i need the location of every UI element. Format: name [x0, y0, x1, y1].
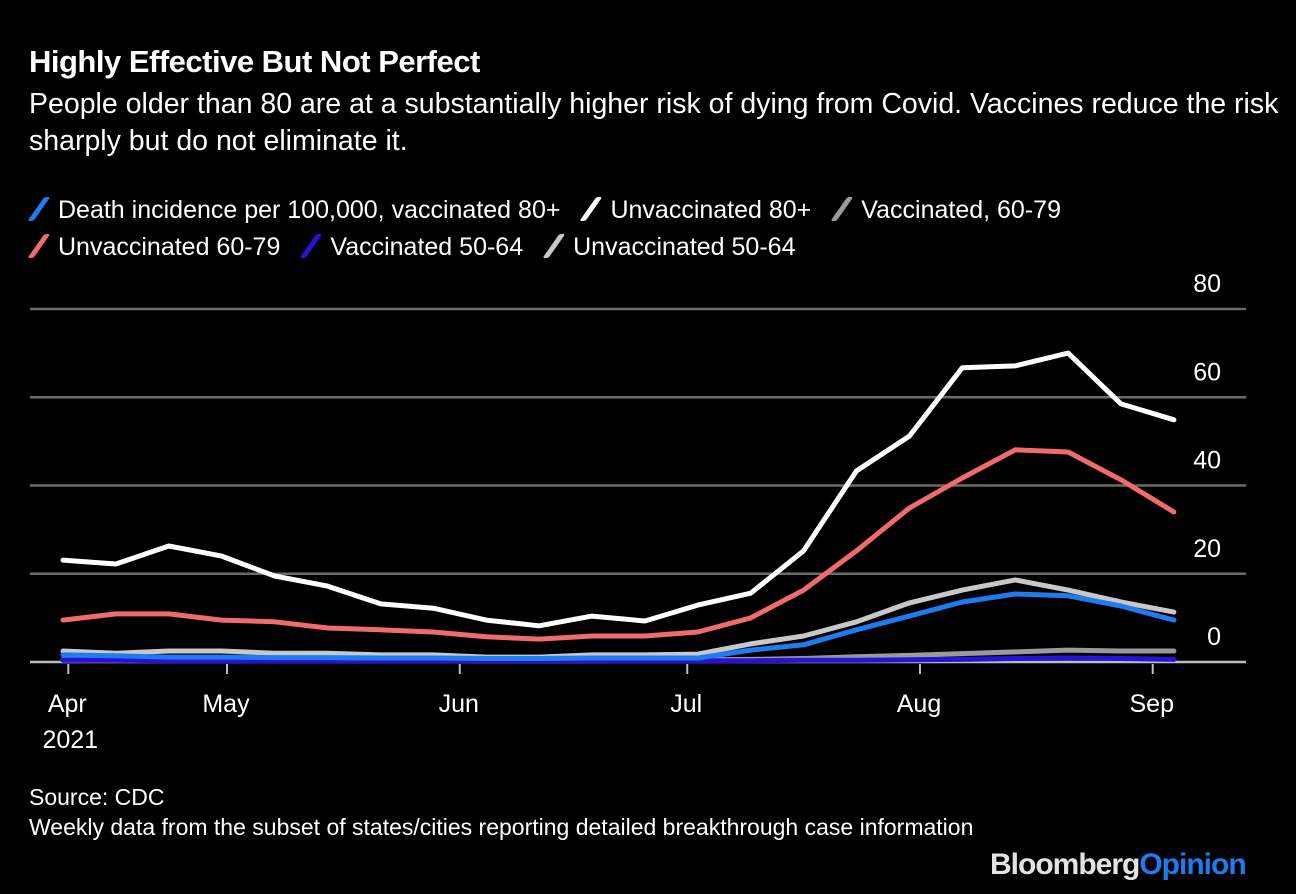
- y-tick-label: 40: [1193, 447, 1221, 475]
- legend-label: Vaccinated 50-64: [330, 233, 524, 261]
- y-tick-label: 60: [1193, 358, 1221, 386]
- legend-item: Vaccinated 50-64: [299, 229, 524, 266]
- y-tick-label: 80: [1193, 270, 1221, 298]
- x-tick-label: Aug: [897, 690, 941, 718]
- legend-label: Unvaccinated 60-79: [58, 233, 281, 261]
- x-tick-label: Jul: [670, 690, 702, 718]
- x-tick-label: Apr: [48, 690, 87, 718]
- x-tick-label: Jun: [439, 690, 479, 718]
- series-line-vaccinated-50-64: [60, 655, 1177, 664]
- x-tick-label: Sep: [1129, 690, 1173, 718]
- legend: Death incidence per 100,000, vaccinated …: [27, 192, 1280, 266]
- legend-label: Vaccinated, 60-79: [861, 196, 1061, 224]
- legend-label: Unvaccinated 80+: [610, 196, 812, 224]
- series-line-unvaccinated-80-: [60, 350, 1177, 629]
- y-tick-label: 20: [1193, 535, 1221, 563]
- y-tick-label: 0: [1207, 623, 1221, 651]
- chart-subtitle: People older than 80 are at a substantia…: [29, 88, 1279, 157]
- series-line-death-incidence-per-100-000-vaccinated-80-: [60, 591, 1177, 661]
- legend-item: Unvaccinated 50-64: [542, 229, 796, 266]
- chart-title: Highly Effective But Not Perfect: [29, 44, 480, 79]
- legend-item: Unvaccinated 60-79: [27, 229, 281, 266]
- series-line-unvaccinated-60-79: [60, 447, 1177, 642]
- legend-label: Death incidence per 100,000, vaccinated …: [58, 196, 561, 224]
- source-text: Source: CDC: [29, 784, 165, 810]
- x-tick-label: May: [202, 690, 250, 718]
- legend-item: Vaccinated, 60-79: [830, 192, 1061, 229]
- x-tick-year-label: 2021: [42, 726, 98, 754]
- legend-item: Death incidence per 100,000, vaccinated …: [27, 192, 561, 229]
- bloomberg-opinion-logo: BloombergOpinion: [990, 848, 1247, 881]
- series-line-unvaccinated-50-64: [60, 577, 1177, 660]
- methodology-note: Weekly data from the subset of states/ci…: [29, 814, 974, 840]
- source-note: Source: CDC Weekly data from the subset …: [29, 782, 979, 842]
- legend-item: Unvaccinated 80+: [579, 192, 812, 229]
- legend-label: Unvaccinated 50-64: [573, 233, 796, 261]
